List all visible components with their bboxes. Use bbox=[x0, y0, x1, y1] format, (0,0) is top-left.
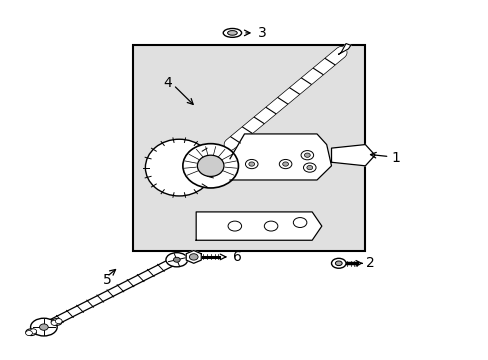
Polygon shape bbox=[186, 251, 201, 263]
Circle shape bbox=[248, 162, 254, 166]
Circle shape bbox=[301, 150, 313, 160]
Ellipse shape bbox=[31, 318, 57, 336]
Circle shape bbox=[245, 159, 258, 168]
Ellipse shape bbox=[26, 329, 37, 336]
Text: 5: 5 bbox=[103, 273, 112, 287]
Circle shape bbox=[282, 162, 288, 166]
Polygon shape bbox=[196, 212, 321, 240]
Ellipse shape bbox=[223, 28, 241, 37]
Circle shape bbox=[304, 153, 309, 157]
Circle shape bbox=[55, 319, 62, 324]
Circle shape bbox=[303, 163, 315, 172]
Circle shape bbox=[25, 330, 32, 336]
Ellipse shape bbox=[197, 155, 224, 176]
Circle shape bbox=[51, 320, 58, 325]
Ellipse shape bbox=[183, 144, 238, 188]
Circle shape bbox=[264, 221, 277, 231]
Ellipse shape bbox=[51, 319, 62, 325]
Ellipse shape bbox=[331, 258, 346, 268]
Polygon shape bbox=[41, 257, 179, 330]
Circle shape bbox=[227, 221, 241, 231]
Polygon shape bbox=[229, 134, 331, 180]
Ellipse shape bbox=[227, 31, 237, 35]
Text: 2: 2 bbox=[366, 256, 374, 270]
Polygon shape bbox=[338, 44, 350, 54]
Bar bbox=[133, 45, 365, 251]
Polygon shape bbox=[331, 145, 374, 166]
Text: 3: 3 bbox=[257, 26, 266, 40]
Circle shape bbox=[306, 166, 312, 170]
Circle shape bbox=[279, 159, 291, 168]
Circle shape bbox=[30, 329, 37, 334]
Text: 4: 4 bbox=[163, 76, 172, 90]
Text: 6: 6 bbox=[233, 250, 242, 264]
Circle shape bbox=[173, 257, 180, 262]
Circle shape bbox=[293, 217, 306, 228]
Ellipse shape bbox=[335, 261, 342, 266]
Text: 1: 1 bbox=[390, 151, 399, 165]
Ellipse shape bbox=[165, 253, 187, 267]
Ellipse shape bbox=[145, 139, 213, 196]
Circle shape bbox=[40, 324, 48, 330]
Circle shape bbox=[189, 254, 198, 260]
